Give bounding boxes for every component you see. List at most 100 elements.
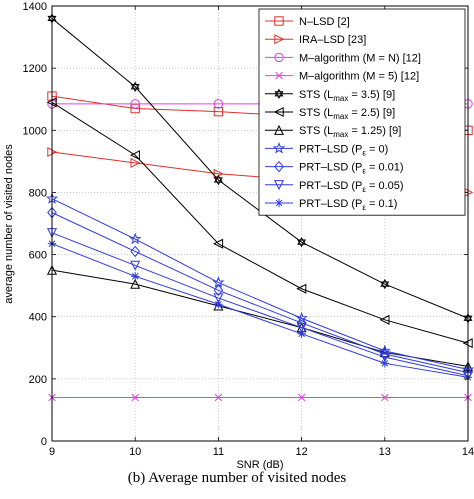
legend-label: M–algorithm (M = 5) [12]	[299, 71, 419, 83]
legend-label-text: M–algorithm (M = 5) [12]	[299, 71, 419, 83]
legend-marker	[274, 16, 284, 26]
data-point	[214, 393, 223, 402]
legend-entry: PRT–LSD (Pε = 0)	[265, 141, 388, 157]
series-line	[51, 243, 469, 378]
marker-part	[214, 393, 223, 402]
legend-label-suffix: = 2.5) [9]	[348, 107, 395, 119]
marker-part	[213, 177, 223, 186]
data-point	[213, 284, 224, 297]
axis-ticks: 9 10 11 12 13 14 0 200 400 600 800 1000 1200 1400	[23, 1, 474, 458]
marker-part	[131, 393, 139, 402]
figure-caption: (b) Average number of visited nodes	[127, 470, 347, 486]
legend-label-text: STS (L	[299, 125, 333, 137]
data-point	[130, 99, 140, 109]
legend-label: N–LSD [2]	[299, 16, 350, 28]
legend-label-subscript: ε	[362, 185, 366, 194]
data-point	[380, 278, 390, 290]
series-line	[51, 232, 469, 377]
legend-marker	[274, 160, 284, 173]
data-point	[130, 260, 141, 271]
marker-part	[297, 239, 307, 248]
legend-label-suffix: = 0.01)	[366, 162, 404, 174]
series-3	[48, 393, 472, 402]
x-tick-label: 10	[129, 446, 141, 458]
legend-label-text: STS (L	[299, 107, 333, 119]
data-point	[296, 283, 307, 294]
legend-label: STS (Lmax = 2.5) [9]	[299, 107, 395, 121]
marker-part	[380, 278, 390, 287]
data-point	[213, 238, 224, 249]
legend-marker	[273, 180, 285, 191]
legend-entry: N–LSD [2]	[265, 16, 350, 28]
data-point	[129, 150, 140, 161]
y-tick-label: 1200	[23, 63, 47, 75]
legend-label-text: STS (L	[299, 89, 333, 101]
y-tick-label: 800	[29, 187, 47, 199]
legend-entry: PRT–LSD (Pε = 0.05)	[265, 180, 404, 194]
legend-entry: STS (Lmax = 3.5) [9]	[265, 88, 395, 103]
legend-label: STS (Lmax = 3.5) [9]	[299, 89, 395, 103]
x-tick-label: 12	[295, 446, 307, 458]
data-point	[129, 232, 142, 245]
marker-part	[380, 281, 390, 290]
series-line	[51, 198, 469, 371]
marker-part	[274, 88, 284, 97]
legend-marker	[273, 106, 284, 118]
legend-label: M–algorithm (M = N) [12]	[299, 52, 421, 64]
legend-label-subscript: max	[333, 94, 348, 103]
data-point	[296, 322, 307, 333]
legend-entry: M–algorithm (M = N) [12]	[265, 52, 421, 64]
data-point	[213, 293, 224, 304]
legend-label-text: PRT–LSD (P	[299, 198, 362, 210]
legend-label-suffix: = 0.05)	[366, 180, 404, 192]
data-point	[297, 236, 307, 248]
data-point	[130, 81, 140, 92]
legend-marker	[274, 52, 284, 63]
legend-label: PRT–LSD (Pε = 0.05)	[299, 180, 404, 194]
data-point	[380, 359, 389, 368]
data-point	[297, 329, 306, 339]
legend-label: PRT–LSD (Pε = 0.1)	[299, 198, 397, 212]
legend-label-text: IRA–LSD [23]	[299, 34, 366, 46]
series-9	[46, 228, 474, 382]
legend-label: PRT–LSD (Pε = 0.01)	[299, 162, 404, 176]
data-point	[213, 174, 223, 186]
legend-label-subscript: max	[333, 112, 348, 121]
legend-label-subscript: max	[333, 130, 348, 139]
x-tick-label: 14	[462, 446, 474, 458]
legend-marker	[274, 88, 284, 99]
legend-marker	[273, 124, 285, 135]
legend-entry: PRT–LSD (Pε = 0.1)	[265, 198, 397, 212]
legend-marker	[272, 141, 286, 154]
series-10	[47, 239, 473, 382]
data-point	[379, 348, 390, 360]
legend-label-subscript: ε	[362, 167, 366, 176]
series-8	[47, 206, 473, 379]
data-point	[381, 393, 389, 402]
marker-part	[381, 393, 389, 402]
legend-label-suffix: = 1.25) [9]	[348, 125, 401, 137]
data-point	[130, 157, 141, 168]
plot-frame	[51, 5, 469, 442]
legend-label: IRA–LSD [23]	[299, 34, 366, 46]
legend-label: PRT–LSD (Pε = 0)	[299, 143, 388, 157]
legend-label-suffix: = 3.5) [9]	[348, 89, 395, 101]
data-point	[379, 314, 390, 325]
y-tick-label: 400	[29, 312, 47, 324]
y-axis-label: average number of visited nodes	[3, 144, 15, 304]
data-point	[297, 393, 306, 402]
data-point	[213, 99, 224, 109]
legend-label-text: PRT–LSD (P	[299, 180, 362, 192]
legend-entry: STS (Lmax = 2.5) [9]	[265, 106, 395, 121]
legend-label-suffix: = 0.1)	[366, 198, 398, 210]
legend-marker	[274, 198, 284, 208]
marker-part	[130, 81, 140, 90]
legend-label-text: PRT–LSD (P	[299, 143, 362, 155]
data-point	[214, 300, 223, 309]
data-point	[130, 278, 141, 289]
legend-label-subscript: ε	[362, 148, 366, 157]
legend-box	[258, 8, 466, 216]
legend-entry: PRT–LSD (Pε = 0.01)	[265, 160, 404, 176]
x-axis-label: SNR (dB)	[236, 459, 283, 471]
